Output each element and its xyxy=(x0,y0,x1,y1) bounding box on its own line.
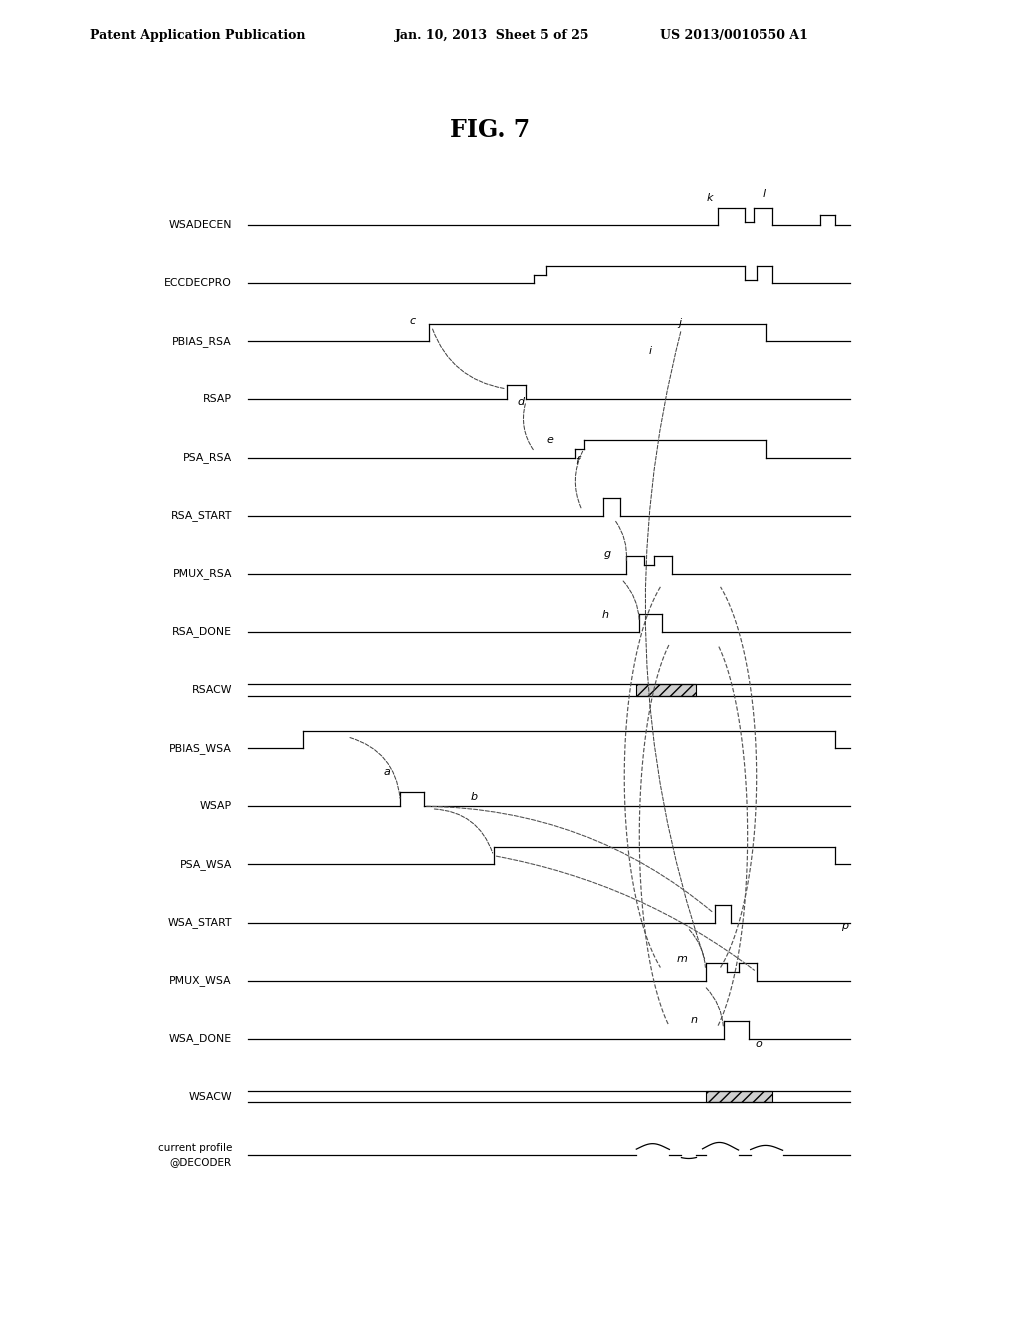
Text: WSAP: WSAP xyxy=(200,801,232,812)
Text: @DECODER: @DECODER xyxy=(170,1156,232,1167)
Text: g: g xyxy=(603,549,610,560)
Text: f: f xyxy=(574,455,579,466)
Text: j: j xyxy=(679,318,682,327)
Text: i: i xyxy=(648,346,651,356)
Text: l: l xyxy=(763,189,766,199)
Text: o: o xyxy=(756,1039,762,1049)
Text: PMUX_WSA: PMUX_WSA xyxy=(169,975,232,986)
Text: ECCDECPRO: ECCDECPRO xyxy=(164,279,232,288)
Text: PBIAS_RSA: PBIAS_RSA xyxy=(172,335,232,347)
Text: h: h xyxy=(602,610,609,620)
Text: WSADECEN: WSADECEN xyxy=(169,220,232,230)
Text: PBIAS_WSA: PBIAS_WSA xyxy=(169,743,232,754)
Text: a: a xyxy=(383,767,390,777)
Text: b: b xyxy=(471,792,478,803)
Text: p: p xyxy=(841,921,848,932)
Text: current profile: current profile xyxy=(158,1143,232,1154)
Text: e: e xyxy=(546,434,553,445)
Text: RSA_START: RSA_START xyxy=(171,510,232,521)
Text: d: d xyxy=(518,396,525,407)
Bar xyxy=(636,685,696,696)
Text: WSA_START: WSA_START xyxy=(168,917,232,928)
Text: k: k xyxy=(707,193,714,202)
Text: n: n xyxy=(690,1015,697,1026)
Text: US 2013/0010550 A1: US 2013/0010550 A1 xyxy=(660,29,808,41)
Bar xyxy=(706,1092,772,1102)
Text: c: c xyxy=(410,315,416,326)
Text: RSA_DONE: RSA_DONE xyxy=(172,627,232,638)
Text: PSA_WSA: PSA_WSA xyxy=(179,859,232,870)
Text: WSACW: WSACW xyxy=(188,1092,232,1102)
Text: WSA_DONE: WSA_DONE xyxy=(169,1034,232,1044)
Text: RSACW: RSACW xyxy=(191,685,232,696)
Text: m: m xyxy=(677,954,687,965)
Text: Patent Application Publication: Patent Application Publication xyxy=(90,29,305,41)
Text: PMUX_RSA: PMUX_RSA xyxy=(172,569,232,579)
Text: Jan. 10, 2013  Sheet 5 of 25: Jan. 10, 2013 Sheet 5 of 25 xyxy=(395,29,590,41)
Text: FIG. 7: FIG. 7 xyxy=(450,117,530,143)
Text: PSA_RSA: PSA_RSA xyxy=(182,451,232,463)
Text: RSAP: RSAP xyxy=(203,395,232,404)
